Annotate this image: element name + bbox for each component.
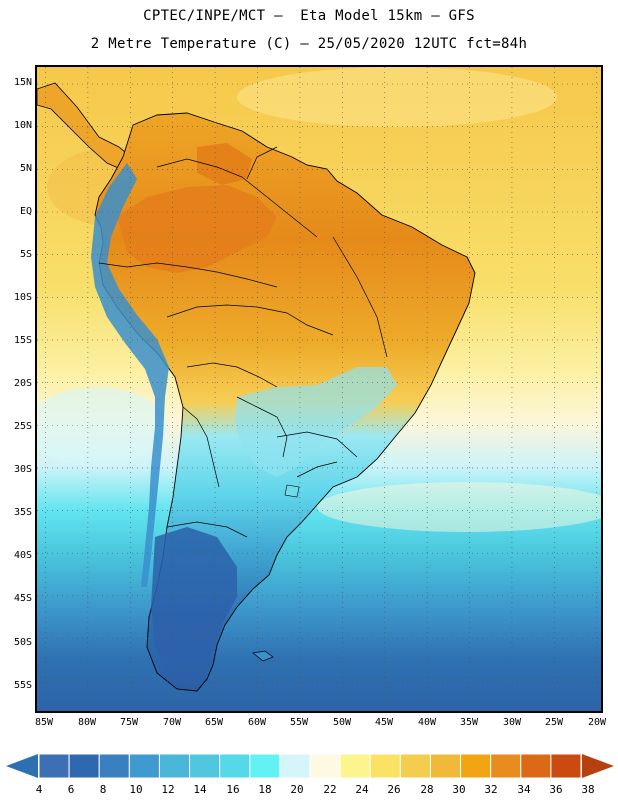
cool-ocean-patch xyxy=(317,482,601,532)
country-borders xyxy=(98,146,388,538)
colorbar-label-18: 18 xyxy=(258,783,272,796)
lon-label-80w: 80W xyxy=(77,717,97,728)
colorbar-label-24: 24 xyxy=(355,783,369,796)
lat-label-55s: 55S xyxy=(13,680,32,691)
amazon-hot-region xyxy=(117,185,277,273)
colorbar-label-20: 20 xyxy=(290,783,304,796)
lat-lon-gridlines xyxy=(37,67,601,711)
temperature-colorbar xyxy=(6,753,614,779)
colorbar-label-6: 6 xyxy=(67,783,75,796)
colorbar-swatch xyxy=(399,753,431,779)
lon-label-70w: 70W xyxy=(162,717,182,728)
colorbar-label-22: 22 xyxy=(323,783,337,796)
andes-cold-region xyxy=(91,163,169,587)
lat-label-20s: 20S xyxy=(13,378,32,389)
lon-label-40w: 40W xyxy=(417,717,437,728)
lat-label-45s: 45S xyxy=(13,593,32,604)
colorbar-swatch xyxy=(339,753,371,779)
colorbar-swatch xyxy=(490,753,522,779)
colorbar-swatch xyxy=(550,753,582,779)
colorbar-swatch xyxy=(460,753,492,779)
colorbar-swatch xyxy=(309,753,341,779)
colorbar-swatch xyxy=(279,753,311,779)
colorbar-label-14: 14 xyxy=(193,783,207,796)
warm-ocean-patch xyxy=(237,67,557,127)
lat-label-5s: 5S xyxy=(19,249,32,260)
colorbar-label-32: 32 xyxy=(484,783,498,796)
colorbar-label-16: 16 xyxy=(226,783,240,796)
colorbar-swatch xyxy=(68,753,100,779)
colorbar-swatch xyxy=(520,753,552,779)
lon-label-60w: 60W xyxy=(247,717,267,728)
southern-brazil-cool-region xyxy=(235,367,397,477)
lat-label-15s: 15S xyxy=(13,335,32,346)
lon-label-45w: 45W xyxy=(374,717,394,728)
temperature-map[interactable] xyxy=(35,65,603,713)
colorbar-label-28: 28 xyxy=(420,783,434,796)
colorbar-swatch xyxy=(249,753,281,779)
colorbar-swatch xyxy=(158,753,191,779)
map-subtitle: 2 Metre Temperature (C) – 25/05/2020 12U… xyxy=(90,36,528,52)
lon-label-55w: 55W xyxy=(289,717,309,728)
lon-label-35w: 35W xyxy=(459,717,479,728)
lon-label-75w: 75W xyxy=(119,717,139,728)
colorbar-label-34: 34 xyxy=(517,783,531,796)
colorbar-over-arrow xyxy=(582,754,614,778)
lat-label-10n: 10N xyxy=(13,120,32,131)
lat-label-40s: 40S xyxy=(13,550,32,561)
lon-label-20w: 20W xyxy=(587,717,607,728)
colorbar-swatch xyxy=(189,753,221,779)
lat-label-50s: 50S xyxy=(13,637,32,648)
colorbar-swatch xyxy=(98,753,130,779)
colorbar-swatch xyxy=(128,753,160,779)
patagonia-cold-region xyxy=(151,527,237,685)
lat-label-15n: 15N xyxy=(13,77,32,88)
colorbar-label-36: 36 xyxy=(549,783,563,796)
lon-label-65w: 65W xyxy=(204,717,224,728)
cool-ocean-patch xyxy=(37,387,167,467)
lat-label-35s: 35S xyxy=(13,507,32,518)
lat-label-10s: 10S xyxy=(13,292,32,303)
lat-label-30s: 30S xyxy=(13,464,32,475)
colorbar-label-4: 4 xyxy=(35,783,43,796)
lat-label-5n: 5N xyxy=(19,163,32,174)
colorbar-label-30: 30 xyxy=(452,783,466,796)
lon-label-25w: 25W xyxy=(544,717,564,728)
lon-label-30w: 30W xyxy=(502,717,522,728)
lat-label-25s: 25S xyxy=(13,421,32,432)
colorbar-label-10: 10 xyxy=(129,783,143,796)
colorbar-label-12: 12 xyxy=(161,783,175,796)
colorbar-label-8: 8 xyxy=(99,783,107,796)
lon-label-50w: 50W xyxy=(332,717,352,728)
map-title: CPTEC/INPE/MCT – Eta Model 15km – GFS xyxy=(143,8,475,24)
colorbar-swatch xyxy=(369,753,401,779)
colorbar-label-38: 38 xyxy=(581,783,595,796)
lon-label-85w: 85W xyxy=(34,717,54,728)
colorbar-swatch xyxy=(219,753,251,779)
colorbar-under-arrow xyxy=(6,754,38,778)
lagoon xyxy=(284,484,300,498)
colorbar-swatch xyxy=(429,753,462,779)
lat-label-eq: EQ xyxy=(19,206,32,217)
falkland-islands xyxy=(252,650,274,662)
colorbar-swatch xyxy=(38,753,70,779)
northern-hot-region xyxy=(197,143,252,185)
colorbar-label-26: 26 xyxy=(387,783,401,796)
